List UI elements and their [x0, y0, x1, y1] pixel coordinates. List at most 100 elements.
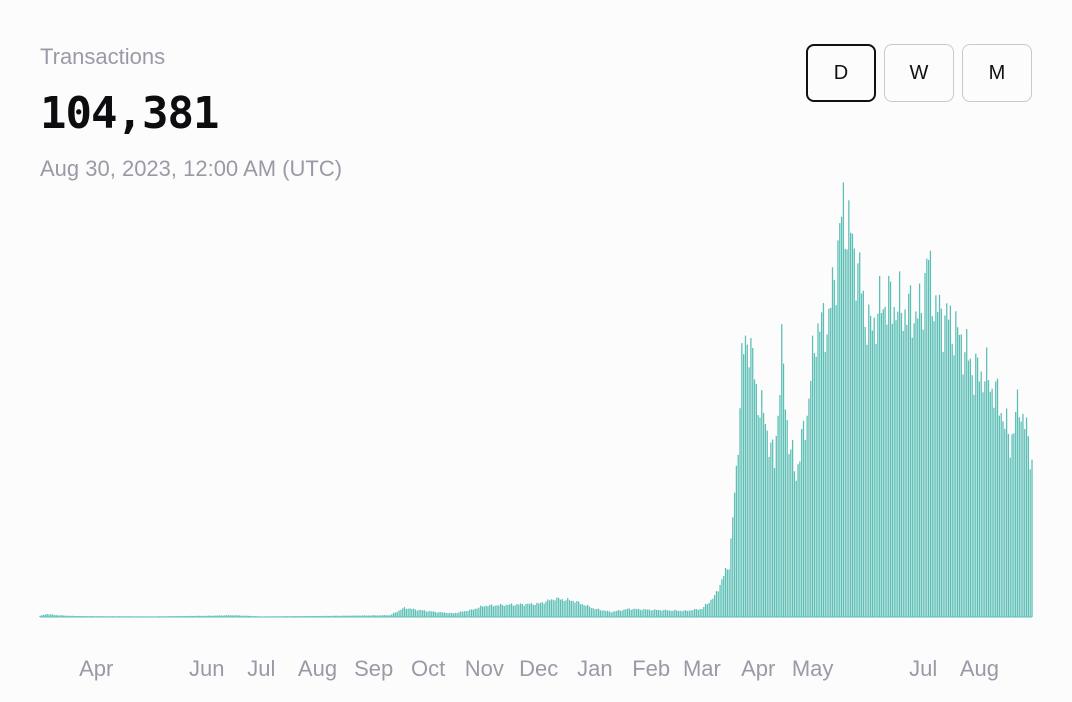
bar — [808, 398, 810, 617]
toggle-day-button[interactable]: D — [806, 44, 876, 102]
bar — [545, 601, 547, 617]
bar — [663, 609, 665, 617]
bar — [717, 591, 719, 617]
bar — [510, 603, 513, 617]
bar — [81, 615, 83, 617]
bar — [596, 608, 598, 617]
bar — [315, 615, 317, 617]
bar — [179, 615, 181, 617]
bar — [456, 613, 458, 617]
bar — [791, 439, 794, 617]
bar — [483, 606, 485, 617]
bar — [324, 615, 326, 617]
bar — [770, 442, 772, 617]
bar — [982, 392, 984, 617]
bar — [534, 605, 536, 617]
bar — [891, 323, 893, 617]
bar — [862, 290, 864, 617]
bar — [1009, 457, 1011, 617]
x-tick-label: Jun — [189, 656, 224, 681]
bar — [637, 608, 640, 617]
bar — [563, 601, 565, 617]
bar — [839, 223, 841, 617]
bar — [830, 307, 832, 617]
bar — [684, 610, 687, 617]
bar — [490, 604, 493, 617]
bar — [908, 293, 910, 617]
bar — [695, 609, 698, 617]
bar — [723, 576, 725, 617]
bar — [394, 612, 397, 617]
bar — [532, 604, 534, 617]
bar — [788, 454, 790, 617]
bar — [976, 357, 979, 617]
bar — [710, 599, 712, 617]
bar — [655, 609, 658, 617]
bar — [975, 353, 977, 617]
bar — [213, 615, 215, 617]
bar — [237, 615, 239, 617]
bar — [382, 615, 384, 617]
bar — [59, 615, 61, 617]
bar — [498, 605, 500, 617]
toggle-month-button[interactable]: M — [962, 44, 1032, 102]
bar — [946, 303, 948, 617]
bar — [599, 610, 602, 617]
bar — [694, 608, 696, 617]
bar — [957, 327, 959, 617]
bar — [859, 252, 861, 617]
bar — [944, 315, 946, 617]
bar — [768, 456, 770, 617]
bar — [380, 615, 382, 617]
toggle-week-button[interactable]: W — [884, 44, 954, 102]
bar — [465, 611, 467, 617]
bar — [405, 608, 407, 617]
bar — [325, 615, 328, 617]
bar — [227, 615, 230, 617]
bar — [643, 609, 645, 617]
bar — [1004, 428, 1006, 617]
bar — [766, 430, 768, 617]
bar — [72, 615, 74, 617]
x-tick-label: Oct — [411, 656, 445, 681]
bar — [744, 335, 747, 617]
bar — [650, 610, 652, 617]
bar — [393, 612, 395, 617]
bar — [623, 609, 625, 617]
bar — [1015, 411, 1017, 617]
bar — [947, 319, 950, 617]
bar — [804, 439, 806, 617]
bar — [220, 615, 222, 617]
bar — [672, 610, 674, 617]
bar — [470, 609, 473, 617]
bar — [70, 615, 72, 617]
bar — [478, 607, 480, 617]
bar — [238, 615, 241, 617]
bar — [200, 615, 203, 617]
bar — [911, 337, 913, 617]
bar — [790, 449, 792, 617]
bar — [844, 248, 846, 617]
bar — [46, 614, 48, 617]
bar — [247, 615, 250, 617]
bar — [915, 311, 917, 617]
bar — [681, 611, 683, 617]
bar — [991, 388, 993, 617]
bar — [951, 343, 953, 617]
bar — [398, 610, 400, 617]
bar — [610, 612, 612, 617]
bar — [568, 600, 571, 617]
bar — [960, 334, 962, 617]
bar — [579, 604, 582, 617]
bar — [217, 615, 219, 617]
bar — [41, 615, 43, 617]
bar — [188, 615, 190, 617]
bar — [837, 240, 839, 617]
bar — [340, 615, 342, 617]
bar — [842, 182, 845, 617]
bar — [409, 608, 411, 617]
bar — [879, 275, 881, 617]
bar — [396, 611, 398, 617]
bar — [868, 304, 870, 617]
x-tick-label: Apr — [741, 656, 775, 681]
